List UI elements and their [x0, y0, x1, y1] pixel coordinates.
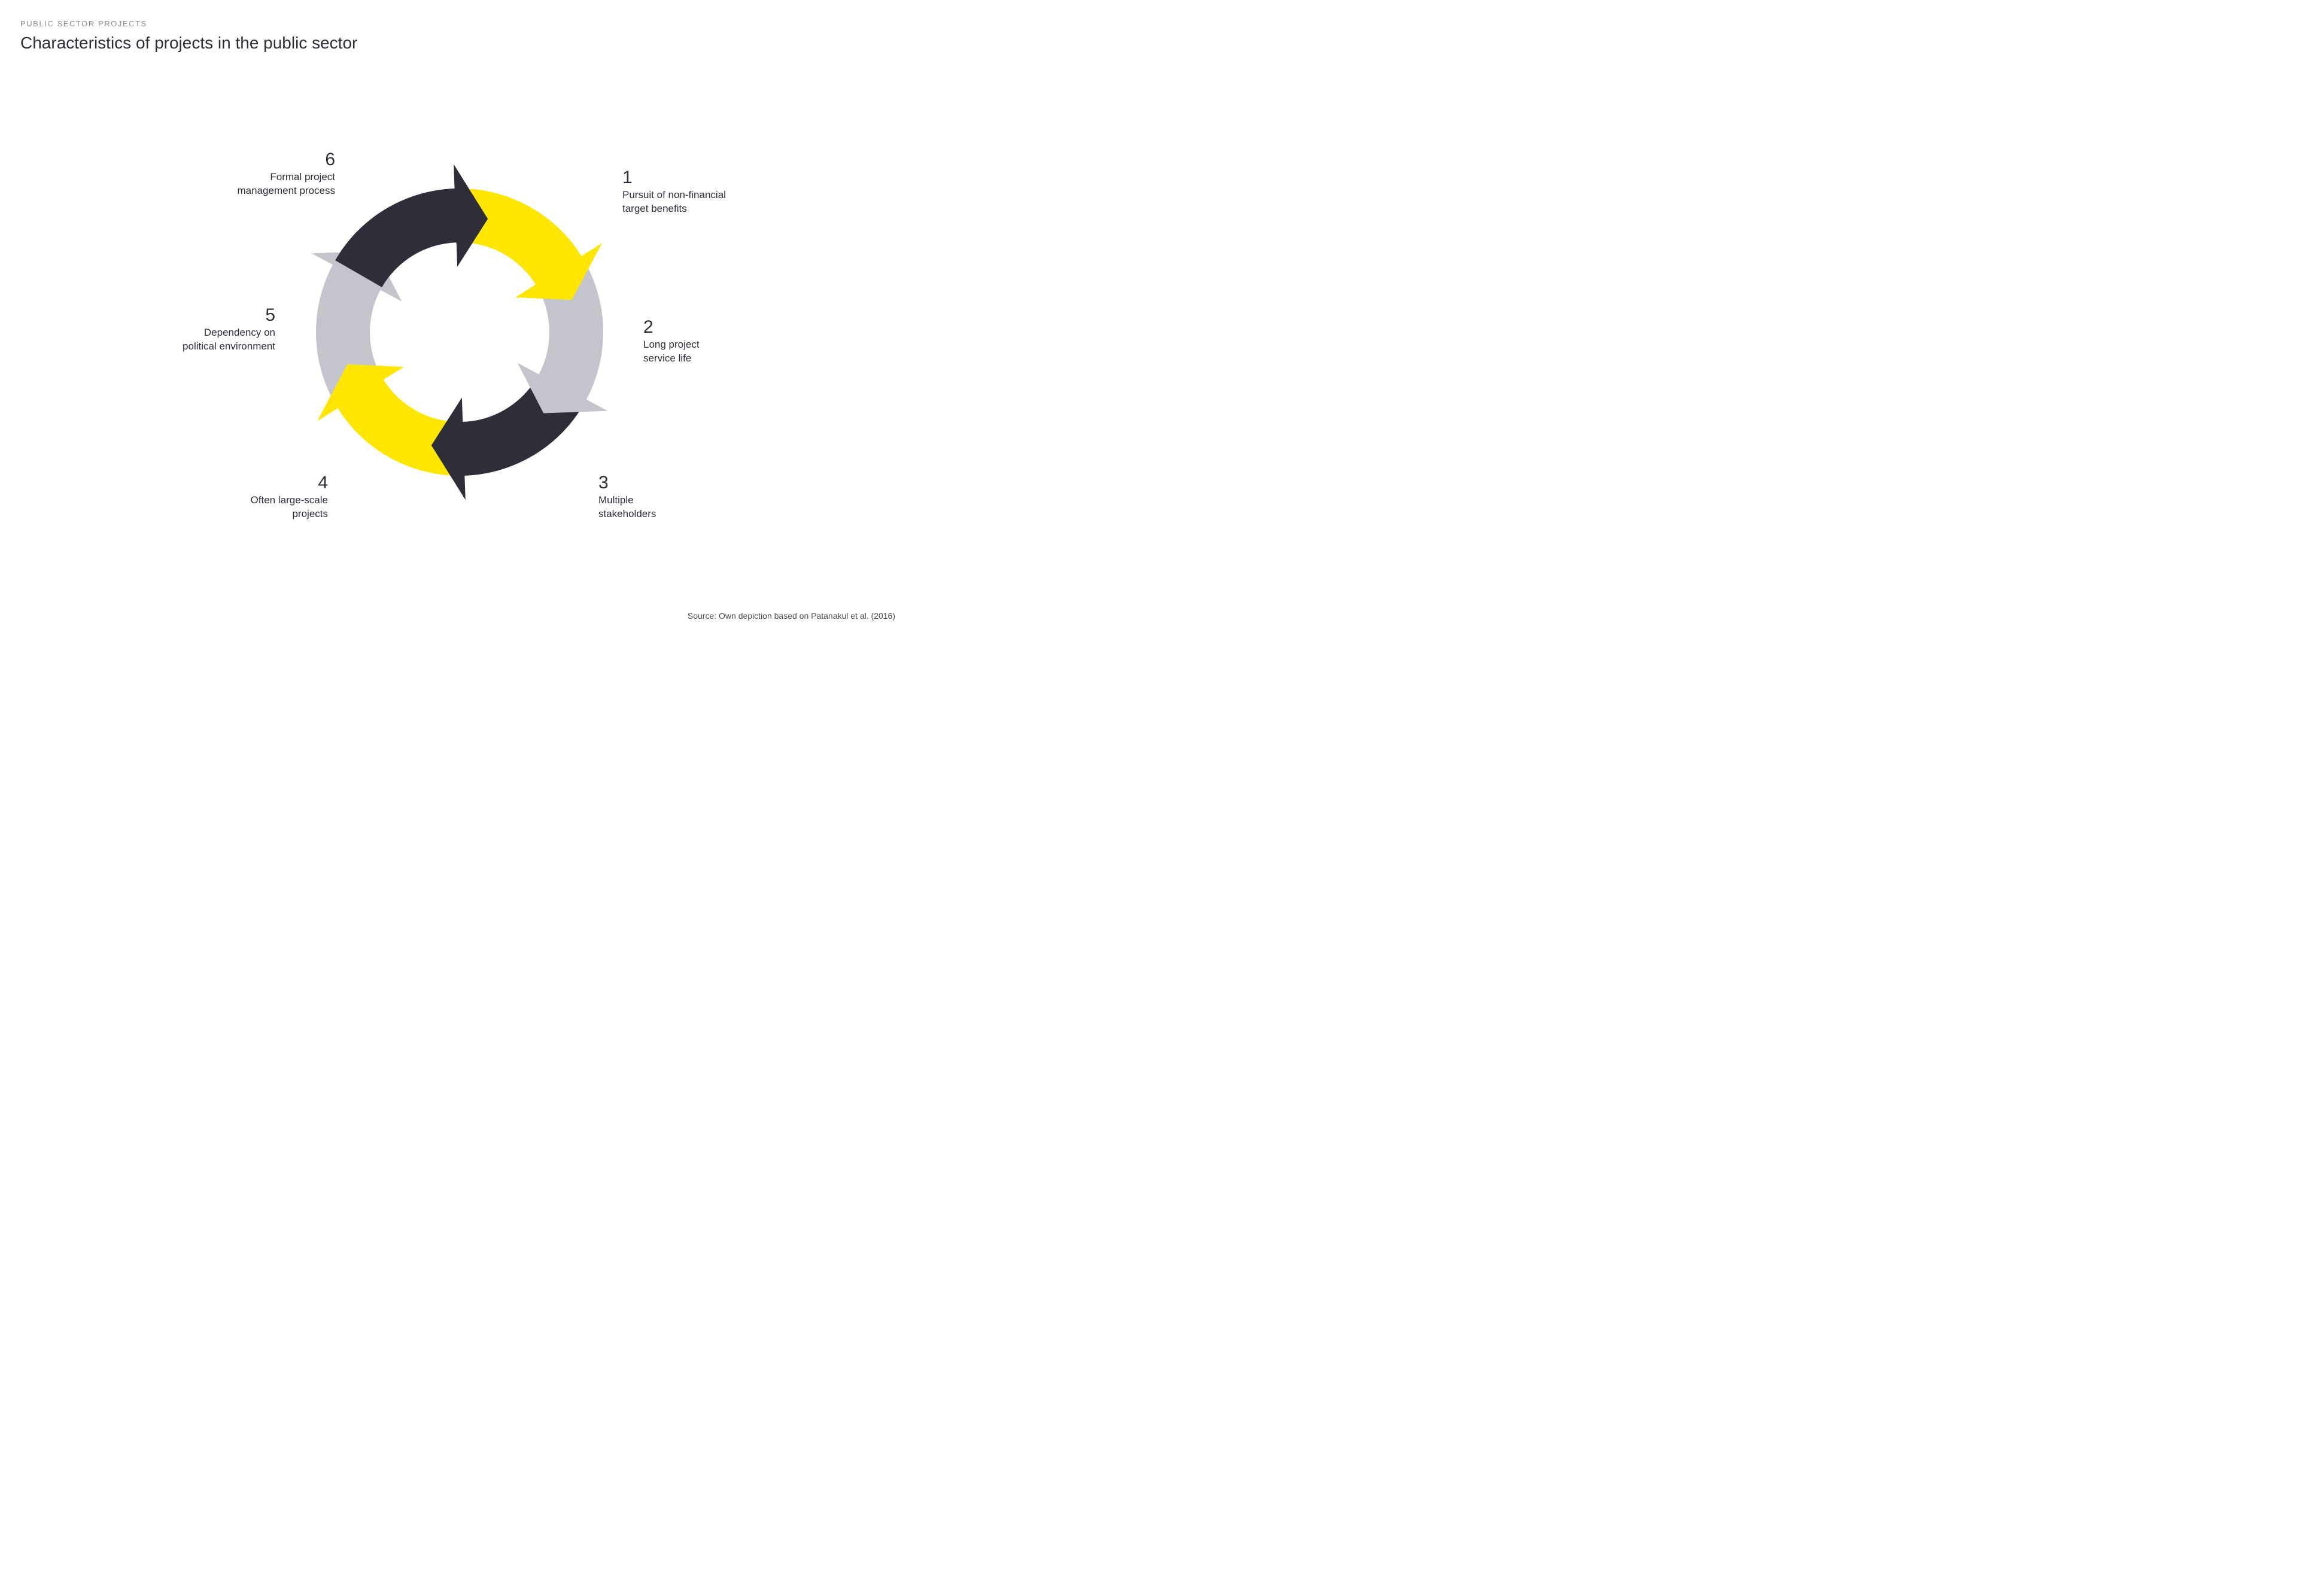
- cycle-item-label: Often large-scale projects: [251, 494, 328, 521]
- cycle-item-4: 4 Often large-scale projects: [251, 473, 328, 521]
- cycle-arrow: [335, 164, 488, 287]
- cycle-item-number: 3: [598, 473, 656, 493]
- cycle-item-label: Pursuit of non-financial target benefits: [622, 189, 726, 216]
- cycle-item-5: 5 Dependency on political environment: [183, 305, 275, 354]
- cycle-item-number: 4: [251, 473, 328, 493]
- cycle-item-label: Formal project management process: [238, 171, 335, 198]
- cycle-item-number: 5: [183, 305, 275, 325]
- page: PUBLIC SECTOR PROJECTS Characteristics o…: [0, 0, 919, 639]
- cycle-item-number: 1: [622, 168, 726, 187]
- eyebrow: PUBLIC SECTOR PROJECTS: [20, 19, 147, 28]
- cycle-item-label: Dependency on political environment: [183, 326, 275, 354]
- page-title: Characteristics of projects in the publi…: [20, 34, 357, 53]
- cycle-item-1: 1 Pursuit of non-financial target benefi…: [622, 168, 726, 216]
- cycle-arrow: [460, 189, 602, 300]
- cycle-diagram: [274, 147, 645, 518]
- cycle-item-number: 2: [643, 317, 700, 337]
- cycle-arrow: [317, 364, 460, 476]
- cycle-item-label: Long project service life: [643, 338, 700, 366]
- cycle-item-2: 2 Long project service life: [643, 317, 700, 366]
- source-attribution: Source: Own depiction based on Patanakul…: [688, 611, 895, 621]
- cycle-item-6: 6 Formal project management process: [238, 150, 335, 198]
- cycle-item-3: 3 Multiple stakeholders: [598, 473, 656, 521]
- cycle-item-label: Multiple stakeholders: [598, 494, 656, 521]
- cycle-item-number: 6: [238, 150, 335, 169]
